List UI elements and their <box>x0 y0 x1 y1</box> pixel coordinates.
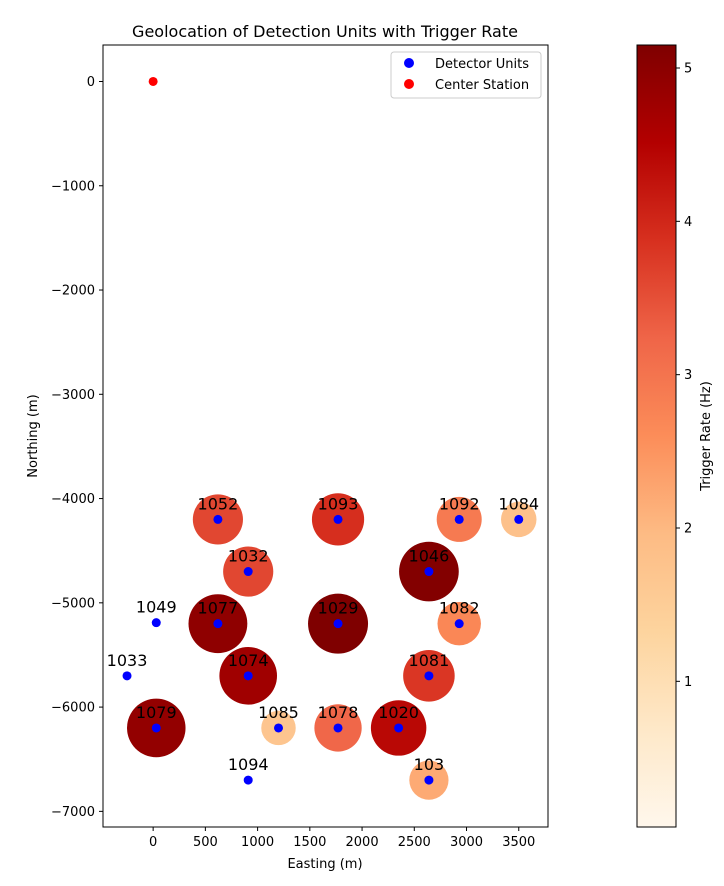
colorbar-tick-label-2: 2 <box>684 522 692 537</box>
detector-point-1094 <box>243 775 253 785</box>
detector-point-1052 <box>213 514 223 524</box>
unit-label-1052: 1052 <box>198 494 239 513</box>
y-axis-ticks: 0 −1000 −2000 −3000 −4000 −5000 −6000 −7000 <box>51 75 103 820</box>
colorbar-label: Trigger Rate (Hz) <box>699 381 714 492</box>
y-tick-label--2000: −2000 <box>51 284 95 299</box>
unit-label-1085: 1085 <box>258 703 299 722</box>
legend-marker-center-station <box>404 79 414 89</box>
unit-label-1032: 1032 <box>228 547 269 566</box>
detector-point-1033 <box>122 671 132 681</box>
point-label-layer: 1052 1093 1092 1084 1032 1046 1049 1077 1029 1082… <box>107 494 539 774</box>
plot-area: 1052 1093 1092 1084 1032 1046 1049 1077 1029 1082… <box>102 44 549 828</box>
x-axis-ticks: 0 500 1000 1500 2000 2500 3000 3500 <box>149 827 535 850</box>
legend: Detector Units Center Station <box>390 51 542 99</box>
legend-marker-detector-units <box>404 58 414 68</box>
y-tick-label--6000: −6000 <box>51 701 95 716</box>
y-tick-label--1000: −1000 <box>51 179 95 194</box>
unit-label-1078: 1078 <box>318 703 359 722</box>
detector-point-1085 <box>273 723 283 733</box>
detector-point-1020 <box>394 723 404 733</box>
colorbar-tick-label-1: 1 <box>684 675 692 690</box>
unit-label-1092: 1092 <box>439 494 480 513</box>
unit-label-1093: 1093 <box>318 494 359 513</box>
unit-label-1049: 1049 <box>136 598 177 617</box>
unit-label-1020: 1020 <box>378 703 419 722</box>
colorbar-ticks: 1 2 3 4 5 <box>676 62 692 690</box>
point-layer <box>122 76 524 785</box>
unit-label-1077: 1077 <box>198 599 239 618</box>
unit-label-1081: 1081 <box>409 651 450 670</box>
colorbar-gradient <box>636 44 677 828</box>
unit-label-1046: 1046 <box>409 547 450 566</box>
x-tick-label-2500: 2500 <box>398 835 431 850</box>
chart-title: Geolocation of Detection Units with Trig… <box>132 22 518 41</box>
unit-label-1074: 1074 <box>228 651 269 670</box>
x-tick-label-2000: 2000 <box>346 835 379 850</box>
x-tick-label-1000: 1000 <box>241 835 274 850</box>
detector-point-1049 <box>151 618 161 628</box>
detector-point-1079 <box>151 723 161 733</box>
x-axis-label: Easting (m) <box>287 857 362 872</box>
detector-point-1081 <box>424 671 434 681</box>
x-tick-label-500: 500 <box>193 835 218 850</box>
unit-label-1082: 1082 <box>439 599 480 618</box>
y-tick-label-0: 0 <box>87 75 95 90</box>
y-tick-label--7000: −7000 <box>51 805 95 820</box>
detector-point-1077 <box>213 619 223 629</box>
plot-frame <box>103 45 548 827</box>
unit-label-1094: 1094 <box>228 755 269 774</box>
unit-label-103: 103 <box>414 755 445 774</box>
unit-label-1084: 1084 <box>498 494 539 513</box>
x-tick-label-0: 0 <box>149 835 157 850</box>
detector-point-103 <box>424 775 434 785</box>
detector-point-1029 <box>333 619 343 629</box>
bubble-layer <box>127 493 537 800</box>
detector-point-1084 <box>514 514 524 524</box>
detector-point-1082 <box>454 619 464 629</box>
detector-point-1046 <box>424 567 434 577</box>
unit-label-1079: 1079 <box>136 703 177 722</box>
detector-point-1078 <box>333 723 343 733</box>
x-tick-label-3500: 3500 <box>502 835 535 850</box>
legend-label-center-station: Center Station <box>435 78 529 93</box>
detector-point-1032 <box>243 567 253 577</box>
x-tick-label-1500: 1500 <box>293 835 326 850</box>
legend-box <box>390 51 542 99</box>
unit-label-1029: 1029 <box>318 599 359 618</box>
colorbar-tick-label-4: 4 <box>684 215 692 230</box>
y-tick-label--4000: −4000 <box>51 492 95 507</box>
y-axis-label: Northing (m) <box>26 394 41 477</box>
colorbar: 1 2 3 4 5 Trigger Rate (Hz) <box>636 44 714 828</box>
legend-label-detector-units: Detector Units <box>435 57 529 72</box>
unit-label-1033: 1033 <box>107 651 148 670</box>
center-station-point <box>148 76 158 86</box>
y-tick-label--3000: −3000 <box>51 388 95 403</box>
detector-point-1074 <box>243 671 253 681</box>
colorbar-tick-label-3: 3 <box>684 368 692 383</box>
detector-point-1093 <box>333 514 343 524</box>
colorbar-tick-label-5: 5 <box>684 62 692 77</box>
plot-border <box>102 44 549 828</box>
y-tick-label--5000: −5000 <box>51 596 95 611</box>
x-tick-label-3000: 3000 <box>450 835 483 850</box>
detector-point-1092 <box>454 514 464 524</box>
